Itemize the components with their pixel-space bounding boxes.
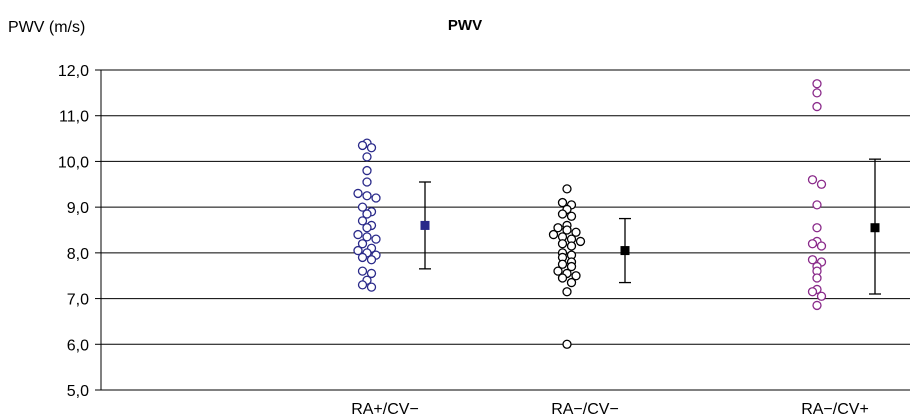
data-point [816,241,827,251]
data-point [562,339,572,349]
data-point [557,197,568,208]
y-tick-labels: 5,0 6,0 7,0 8,0 9,0 10,0 11,0 12,0 [58,63,89,400]
mean-error-bars [419,158,881,295]
data-point [362,223,372,233]
data-point [807,175,818,185]
category-label: RA+/CV− [351,401,419,418]
data-point [362,191,372,201]
gridlines [101,69,910,391]
data-point [362,165,372,176]
data-point [353,245,363,256]
data-point [353,229,363,240]
mean-marker [620,246,630,256]
y-tick-label: 12,0 [58,63,89,80]
y-tick-label: 8,0 [67,246,89,263]
category-labels: RA+/CV− RA−/CV− RA−/CV+ [351,401,869,418]
data-point [371,234,381,244]
data-point [353,188,363,199]
data-point [366,143,377,153]
data-point [571,227,581,237]
data-point [362,177,372,187]
data-point [807,255,818,265]
data-point [366,255,377,265]
data-point [557,209,568,219]
y-tick-label: 10,0 [58,154,89,171]
data-point [566,211,577,221]
data-point [562,184,572,194]
data-point [562,287,572,297]
data-point [557,259,568,269]
data-point [366,282,377,292]
y-tick-label: 9,0 [67,200,89,217]
data-point [562,225,572,235]
data-point [371,193,381,203]
data-point [807,287,818,297]
data-point [557,239,568,249]
data-point [812,200,822,210]
data-points [353,79,827,349]
data-point [357,216,368,226]
y-axis-title: PWV (m/s) [8,19,85,36]
chart-title: PWV [448,17,482,34]
data-point [812,223,822,233]
y-tick-label: 7,0 [67,292,89,309]
data-point [566,261,577,272]
mean-marker [870,223,880,233]
category-label: RA−/CV+ [801,401,869,418]
mean-marker [420,220,430,230]
data-point [812,79,822,89]
data-point [816,291,827,301]
data-point [362,152,372,162]
data-point [816,179,827,189]
data-point [807,239,818,249]
data-point [357,140,368,151]
y-tick-label: 11,0 [59,109,89,126]
data-point [812,101,822,112]
data-point [575,236,586,247]
data-point [812,88,822,98]
y-tick-label: 5,0 [67,383,89,400]
y-tick-label: 6,0 [67,337,89,354]
data-point [571,271,581,281]
data-point [362,209,372,219]
data-point [566,241,577,251]
category-label: RA−/CV− [551,401,619,418]
data-point [357,202,368,212]
data-point [357,252,368,263]
data-point [362,232,372,242]
data-point [357,280,368,290]
data-point [366,268,377,279]
data-point [553,266,563,276]
data-point [548,229,559,240]
data-point [566,277,577,288]
data-point [357,266,368,276]
data-point [812,300,822,311]
axes [95,69,102,391]
data-point [553,223,563,233]
data-point [812,273,822,283]
data-point [357,239,368,249]
data-point [557,273,568,283]
